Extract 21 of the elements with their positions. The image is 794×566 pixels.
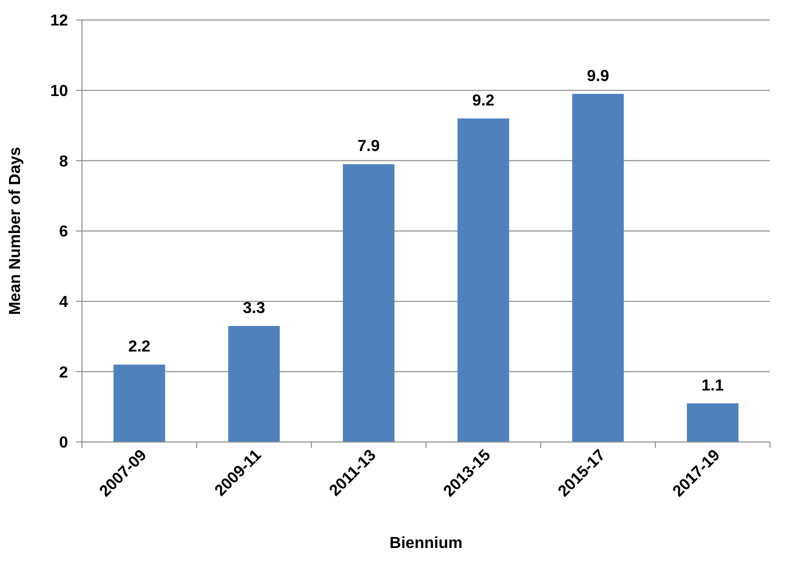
y-tick-label: 2 [59, 364, 68, 382]
bar [228, 326, 280, 442]
bar [572, 94, 624, 442]
data-label: 9.9 [586, 68, 610, 85]
bar [114, 364, 166, 442]
y-tick-label: 4 [59, 294, 68, 311]
bar [342, 164, 394, 442]
bar [686, 403, 738, 442]
bar [458, 118, 510, 442]
y-tick-label: 6 [59, 224, 68, 241]
y-tick-label: 10 [50, 82, 68, 100]
y-tick-label: 0 [59, 434, 68, 452]
data-label: 2.2 [128, 338, 151, 356]
x-axis-title: Biennium [390, 535, 462, 552]
data-label: 7.9 [358, 138, 380, 156]
y-tick-label: 12 [50, 12, 68, 30]
y-tick-label: 8 [59, 153, 68, 170]
data-label: 3.3 [242, 300, 266, 317]
data-label: 1.1 [702, 377, 724, 394]
y-axis-title: Mean Number of Days [7, 146, 24, 316]
data-label: 9.2 [472, 92, 495, 110]
